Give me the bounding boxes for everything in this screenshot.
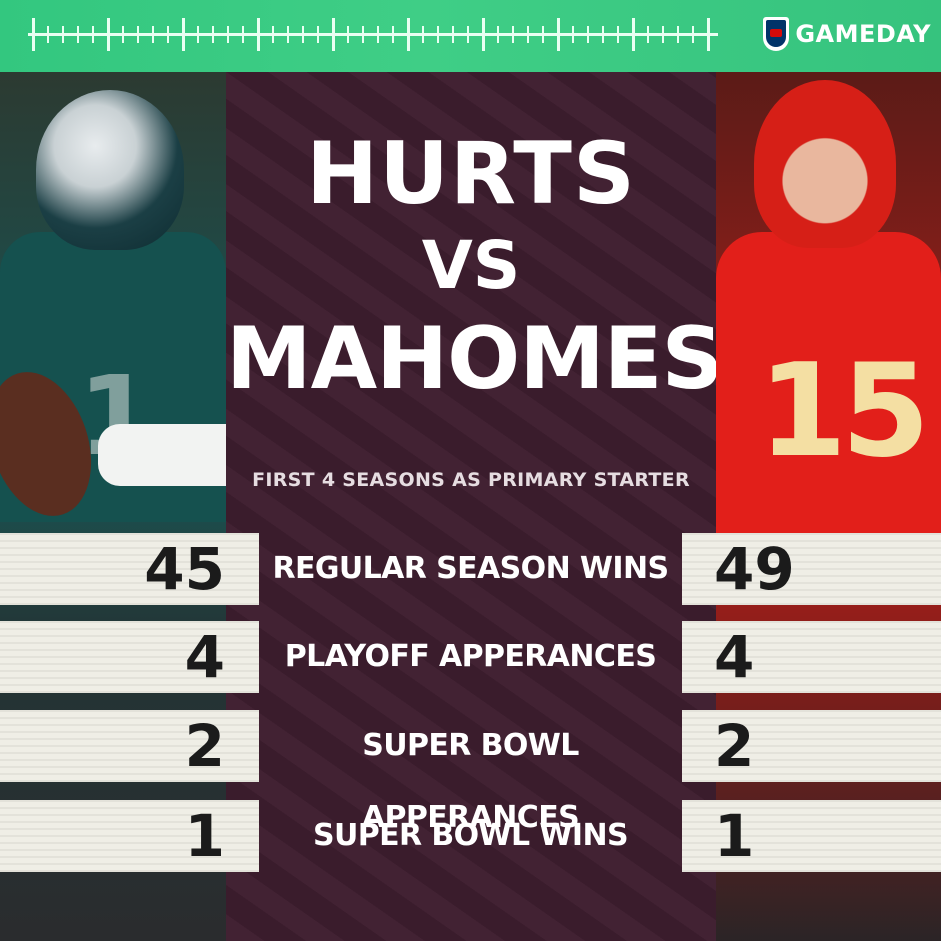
yard-tick bbox=[227, 26, 229, 43]
player-photo-left: 1 bbox=[0, 72, 226, 941]
yard-tick bbox=[242, 26, 244, 43]
yard-tick bbox=[707, 18, 710, 51]
yard-tick bbox=[32, 18, 35, 51]
yard-tick bbox=[62, 26, 64, 43]
yard-tick bbox=[617, 26, 619, 43]
stat-label: SUPER BOWL APPERANCES bbox=[361, 728, 580, 835]
yard-tick bbox=[422, 26, 424, 43]
headline-versus: VS bbox=[421, 227, 521, 304]
logo-text: GAMEDAY bbox=[795, 20, 931, 48]
stat-value-right: 1 bbox=[714, 802, 755, 870]
stat-value-right: 2 bbox=[714, 712, 755, 780]
stat-label: PLAYOFF APPERANCES bbox=[284, 639, 657, 674]
player-photo-right: 15 bbox=[716, 72, 941, 941]
yard-tick bbox=[572, 26, 574, 43]
stat-cell-right: 1 bbox=[682, 800, 941, 872]
stat-cell-left: 2 bbox=[0, 710, 259, 782]
yard-tick bbox=[212, 26, 214, 43]
stat-cell-left: 45 bbox=[0, 533, 259, 605]
stat-label: REGULAR SEASON WINS bbox=[272, 551, 669, 586]
yard-tick bbox=[347, 26, 349, 43]
stat-row: 1 SUPER BOWL WINS 1 bbox=[0, 800, 941, 872]
yard-tick bbox=[542, 26, 544, 43]
yard-tick bbox=[257, 18, 260, 51]
yard-tick bbox=[497, 26, 499, 43]
yard-tick bbox=[437, 26, 439, 43]
yard-line-ruler bbox=[28, 33, 718, 36]
jersey-number-right: 15 bbox=[758, 337, 930, 486]
yard-tick bbox=[632, 18, 635, 51]
yard-tick bbox=[77, 26, 79, 43]
yard-tick bbox=[407, 18, 410, 51]
stat-cell-right: 49 bbox=[682, 533, 941, 605]
headline-player-left: HURTS bbox=[306, 124, 636, 224]
yard-tick bbox=[167, 26, 169, 43]
stat-cell-right: 4 bbox=[682, 621, 941, 693]
center-panel: HURTS VS MAHOMES FIRST 4 SEASONS AS PRIM… bbox=[226, 72, 716, 941]
yard-tick bbox=[152, 26, 154, 43]
arm-sleeve bbox=[98, 424, 226, 486]
yard-tick bbox=[122, 26, 124, 43]
stat-row: 4 PLAYOFF APPERANCES 4 bbox=[0, 621, 941, 693]
yard-tick bbox=[377, 26, 379, 43]
stat-label: SUPER BOWL WINS bbox=[313, 818, 629, 853]
yard-tick bbox=[182, 18, 185, 51]
chiefs-jersey bbox=[716, 232, 941, 542]
yard-tick bbox=[197, 26, 199, 43]
yard-tick bbox=[137, 26, 139, 43]
yard-tick bbox=[302, 26, 304, 43]
yard-tick bbox=[482, 18, 485, 51]
yard-tick bbox=[392, 26, 394, 43]
yard-tick bbox=[512, 26, 514, 43]
gameday-logo: GAMEDAY bbox=[763, 12, 931, 56]
nfl-shield-icon bbox=[763, 17, 790, 51]
yard-tick bbox=[662, 26, 664, 43]
yard-tick bbox=[92, 26, 94, 43]
yard-tick bbox=[602, 26, 604, 43]
yard-tick bbox=[362, 26, 364, 43]
yard-tick bbox=[332, 18, 335, 51]
yard-tick bbox=[317, 26, 319, 43]
stat-value-right: 4 bbox=[714, 623, 755, 691]
yard-tick bbox=[107, 18, 110, 51]
yard-tick bbox=[557, 18, 560, 51]
stat-value-left: 45 bbox=[144, 535, 225, 603]
stat-value-left: 2 bbox=[184, 712, 225, 780]
stat-row: 45 REGULAR SEASON WINS 49 bbox=[0, 533, 941, 605]
yard-tick bbox=[272, 26, 274, 43]
headline-player-right: MAHOMES bbox=[226, 309, 716, 409]
stat-value-left: 4 bbox=[184, 623, 225, 691]
stat-cell-left: 1 bbox=[0, 800, 259, 872]
eagles-helmet-icon bbox=[36, 90, 184, 250]
stat-cell-left: 4 bbox=[0, 621, 259, 693]
stat-cell-right: 2 bbox=[682, 710, 941, 782]
subtitle: FIRST 4 SEASONS AS PRIMARY STARTER bbox=[252, 469, 690, 491]
background-pattern bbox=[226, 72, 716, 941]
yard-tick bbox=[527, 26, 529, 43]
yard-tick bbox=[692, 26, 694, 43]
stat-value-right: 49 bbox=[714, 535, 795, 603]
chiefs-helmet-icon bbox=[754, 80, 896, 248]
yard-tick bbox=[467, 26, 469, 43]
stat-value-left: 1 bbox=[184, 802, 225, 870]
yard-tick bbox=[452, 26, 454, 43]
yard-tick bbox=[677, 26, 679, 43]
yard-tick bbox=[647, 26, 649, 43]
stat-row: 2 SUPER BOWL APPERANCES 2 bbox=[0, 710, 941, 835]
yard-tick bbox=[47, 26, 49, 43]
yard-tick bbox=[587, 26, 589, 43]
yard-tick bbox=[287, 26, 289, 43]
top-banner: GAMEDAY bbox=[0, 0, 941, 72]
